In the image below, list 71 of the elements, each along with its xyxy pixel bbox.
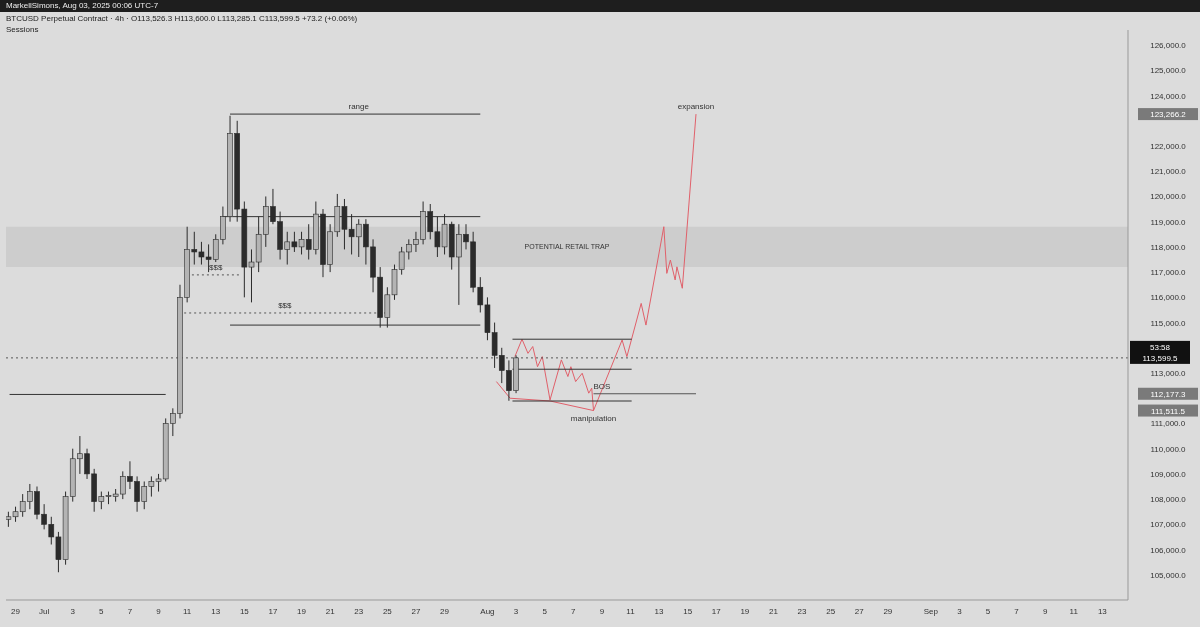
- x-tick-label: 7: [127, 606, 133, 616]
- y-tick-label: 109,000.0: [1150, 469, 1187, 479]
- y-tick-label: 111,511.5: [1151, 406, 1186, 416]
- x-tick-label: 5: [985, 606, 991, 616]
- x-tick-label: 11: [626, 606, 636, 616]
- x-tick-label: 9: [1042, 606, 1048, 616]
- y-tick-label: 117,000.0: [1150, 268, 1187, 278]
- y-tick-label: 111,000.0: [1150, 419, 1186, 429]
- x-tick-label: 27: [854, 606, 865, 616]
- y-tick-label: 108,000.0: [1150, 495, 1187, 505]
- x-tick-label: 17: [711, 606, 722, 616]
- x-tick-label: 13: [654, 606, 665, 616]
- x-tick-label: 29: [440, 606, 450, 616]
- annotation: BOS: [593, 381, 611, 391]
- x-tick-label: 11: [182, 606, 192, 616]
- ref-line-label: 113,599.5: [1142, 353, 1179, 363]
- x-tick-label: 5: [99, 606, 105, 616]
- x-tick-label: 21: [769, 606, 779, 616]
- x-tick-label: 7: [571, 606, 577, 616]
- x-tick-label: 13: [211, 606, 221, 616]
- x-tick-label: Jul: [39, 606, 50, 616]
- y-tick-label: 116,000.0: [1150, 293, 1187, 303]
- annotation: $$$: [209, 262, 223, 272]
- x-tick-label: 9: [599, 606, 605, 616]
- y-tick-label: 106,000.0: [1150, 545, 1187, 555]
- text: MarkellSimons, Aug 03, 2025 00:06 UTC-7: [6, 1, 159, 10]
- x-tick-label: 15: [683, 606, 693, 616]
- x-tick-label: 9: [156, 606, 162, 616]
- y-tick-label: 113,000.0: [1150, 369, 1187, 379]
- chart-title: BTCUSD Perpetual Contract · 4h · O113,526.3 H113,600.0 L113,285.1 C113,599.5 +73.2 (+0.06%): [6, 14, 358, 23]
- y-tick-label: 120,000.0: [1150, 192, 1187, 202]
- x-tick-label: 25: [382, 606, 393, 616]
- x-tick-label: 19: [297, 606, 307, 616]
- annotation: manipulation: [570, 414, 617, 424]
- chart-subtitle: Sessions: [6, 25, 39, 34]
- x-tick-label: 21: [325, 606, 336, 616]
- x-tick-label: Aug: [480, 606, 495, 616]
- x-tick-label: 17: [268, 606, 278, 616]
- text: 53:58: [1149, 342, 1171, 352]
- x-tick-label: 11: [1069, 606, 1079, 616]
- y-tick-label: 118,000.0: [1150, 242, 1187, 252]
- x-tick-label: 29: [883, 606, 893, 616]
- annotation: range: [348, 102, 370, 112]
- y-tick-label: 115,000.0: [1150, 318, 1187, 328]
- annotation: $$$: [278, 300, 293, 310]
- x-tick-label: 19: [740, 606, 750, 616]
- x-tick-label: 3: [513, 606, 519, 616]
- y-tick-label: 125,000.0: [1150, 66, 1187, 76]
- x-tick-label: 27: [411, 606, 421, 616]
- x-tick-label: 7: [1014, 606, 1020, 616]
- y-tick-label: 122,000.0: [1150, 142, 1187, 152]
- x-tick-label: 23: [797, 606, 808, 616]
- x-tick-label: 3: [70, 606, 76, 616]
- x-tick-label: Sep: [923, 606, 939, 616]
- y-tick-label: 119,000.0: [1150, 217, 1187, 227]
- y-tick-label: 112,177.3: [1150, 389, 1187, 399]
- x-tick-label: 29: [11, 606, 21, 616]
- y-tick-label: 105,000.0: [1150, 570, 1187, 580]
- x-tick-label: 13: [1097, 606, 1108, 616]
- y-tick-label: 121,000.0: [1150, 167, 1187, 177]
- y-tick-label: 123,266.2: [1150, 110, 1187, 120]
- x-tick-label: 3: [957, 606, 963, 616]
- y-tick-label: 110,000.0: [1150, 444, 1187, 454]
- y-tick-label: 124,000.0: [1150, 91, 1187, 101]
- y-tick-label: 126,000.0: [1150, 41, 1187, 51]
- x-tick-label: 23: [354, 606, 364, 616]
- x-tick-label: 15: [239, 606, 250, 616]
- x-tick-label: 25: [826, 606, 836, 616]
- annotation: expansion: [677, 102, 715, 112]
- y-tick-label: 107,000.0: [1150, 520, 1187, 530]
- x-tick-label: 5: [542, 606, 548, 616]
